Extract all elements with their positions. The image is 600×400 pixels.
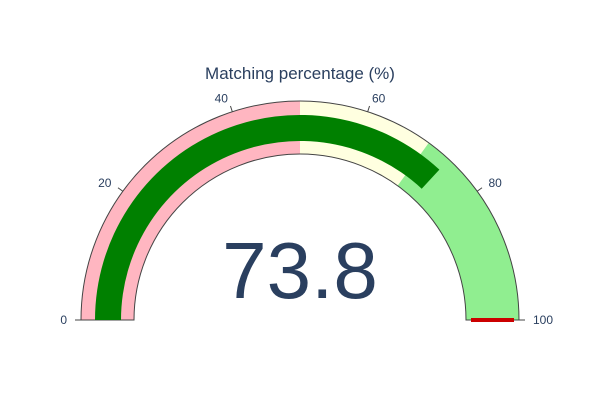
chart-title: Matching percentage (%) [205, 64, 395, 83]
gauge-tick-mark [476, 187, 483, 192]
gauge-tick-label: 40 [215, 91, 229, 105]
gauge-tick-mark [367, 105, 371, 112]
gauge-step-2 [397, 142, 519, 320]
gauge-tick-mark [117, 187, 124, 192]
gauge-value-bar [95, 114, 440, 320]
gauge-tick-label: 100 [533, 313, 553, 327]
gauge-tick-mark [229, 105, 233, 112]
gauge-tick-label: 20 [98, 176, 112, 190]
gauge-outline [80, 100, 520, 321]
gauge-ticks: 0 20 40 60 80 100 [60, 91, 553, 327]
gauge-tick-label: 80 [489, 176, 503, 190]
gauge-tick-label: 60 [372, 91, 386, 105]
gauge-value-number: 73.8 [222, 226, 378, 315]
gauge-step-0 [81, 101, 300, 320]
gauge-tick-label: 0 [60, 313, 67, 327]
